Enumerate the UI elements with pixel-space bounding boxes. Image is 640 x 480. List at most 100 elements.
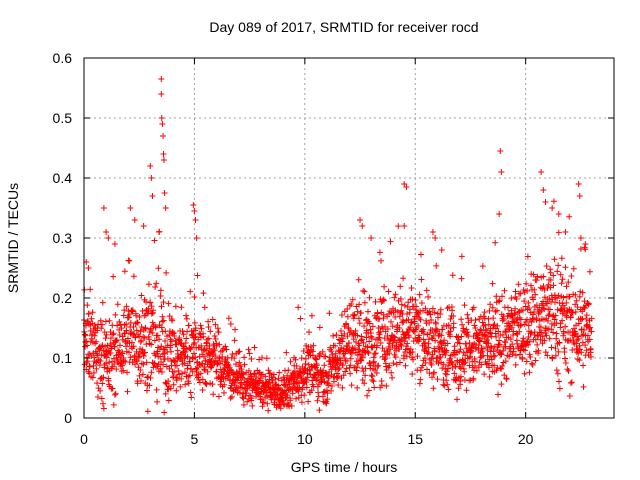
data-point <box>130 343 137 350</box>
data-point <box>341 330 348 337</box>
data-point <box>231 337 238 344</box>
data-point <box>143 359 150 366</box>
data-point <box>527 282 534 289</box>
data-point <box>502 328 509 335</box>
data-point <box>438 247 445 253</box>
data-point <box>572 291 579 298</box>
data-point <box>355 276 362 283</box>
data-point <box>386 362 393 369</box>
data-point <box>124 369 131 376</box>
data-point <box>478 327 485 334</box>
data-point <box>509 351 516 358</box>
data-point <box>376 249 383 256</box>
data-point <box>288 403 295 410</box>
data-point <box>304 374 311 381</box>
data-point <box>488 356 495 363</box>
data-point <box>499 293 506 300</box>
data-point <box>457 377 464 384</box>
data-point <box>393 361 400 368</box>
data-point <box>321 362 328 369</box>
data-point <box>113 336 120 343</box>
data-point <box>548 326 555 333</box>
data-point <box>498 381 505 388</box>
data-point <box>485 333 492 340</box>
data-point <box>301 392 308 399</box>
data-point <box>527 353 534 360</box>
data-point <box>131 352 138 359</box>
data-point <box>359 377 366 384</box>
data-point <box>406 334 413 341</box>
data-point <box>328 387 335 394</box>
data-point <box>248 395 255 402</box>
data-point <box>578 349 585 356</box>
data-point <box>457 346 464 353</box>
data-point <box>418 276 425 283</box>
data-point <box>434 314 441 321</box>
data-point <box>97 387 104 394</box>
data-point <box>387 346 394 353</box>
data-point <box>552 345 559 352</box>
data-point <box>533 316 540 323</box>
x-tick-label: 15 <box>407 431 423 447</box>
data-point <box>325 375 332 382</box>
data-point <box>394 308 401 315</box>
data-point <box>225 315 232 322</box>
data-point <box>547 269 554 276</box>
data-point <box>491 362 498 369</box>
data-point <box>157 365 164 372</box>
data-point <box>368 343 375 350</box>
data-point <box>512 305 519 312</box>
data-point <box>165 397 172 404</box>
data-point <box>122 343 129 350</box>
data-point <box>332 350 339 357</box>
data-point <box>424 331 431 338</box>
data-point <box>392 291 399 298</box>
data-point <box>576 357 583 364</box>
data-point <box>99 380 106 387</box>
data-point <box>256 356 263 363</box>
data-point <box>494 322 501 329</box>
data-point <box>319 393 326 400</box>
data-point <box>357 309 364 316</box>
data-point <box>402 362 409 369</box>
data-point <box>118 325 125 332</box>
data-point <box>143 387 150 394</box>
data-point <box>347 362 354 369</box>
data-point <box>486 307 493 314</box>
data-point <box>473 367 480 374</box>
data-point <box>234 373 241 380</box>
data-point <box>253 374 260 381</box>
data-point <box>567 379 574 386</box>
data-point <box>517 290 524 297</box>
data-point <box>399 319 406 326</box>
data-point <box>404 345 411 352</box>
data-point <box>141 334 148 341</box>
data-point <box>231 355 238 362</box>
data-point <box>199 386 206 393</box>
data-point <box>567 314 574 321</box>
data-point <box>573 297 580 304</box>
data-point <box>458 253 465 260</box>
data-point <box>523 358 530 365</box>
data-point <box>310 342 317 349</box>
data-point <box>403 353 410 360</box>
data-point <box>437 306 444 313</box>
data-point <box>470 333 477 340</box>
data-point <box>364 308 371 315</box>
data-point <box>348 301 355 308</box>
data-point <box>106 359 113 366</box>
data-point <box>392 313 399 320</box>
data-point <box>528 360 535 367</box>
data-point <box>147 374 154 381</box>
data-point <box>444 368 451 375</box>
x-axis-label: GPS time / hours <box>291 459 398 475</box>
data-point <box>562 323 569 330</box>
data-point <box>548 344 555 351</box>
data-point <box>356 342 363 349</box>
data-point <box>457 373 464 380</box>
data-point <box>359 354 366 361</box>
data-point <box>576 346 583 353</box>
data-point <box>487 301 494 308</box>
data-point <box>372 350 379 357</box>
